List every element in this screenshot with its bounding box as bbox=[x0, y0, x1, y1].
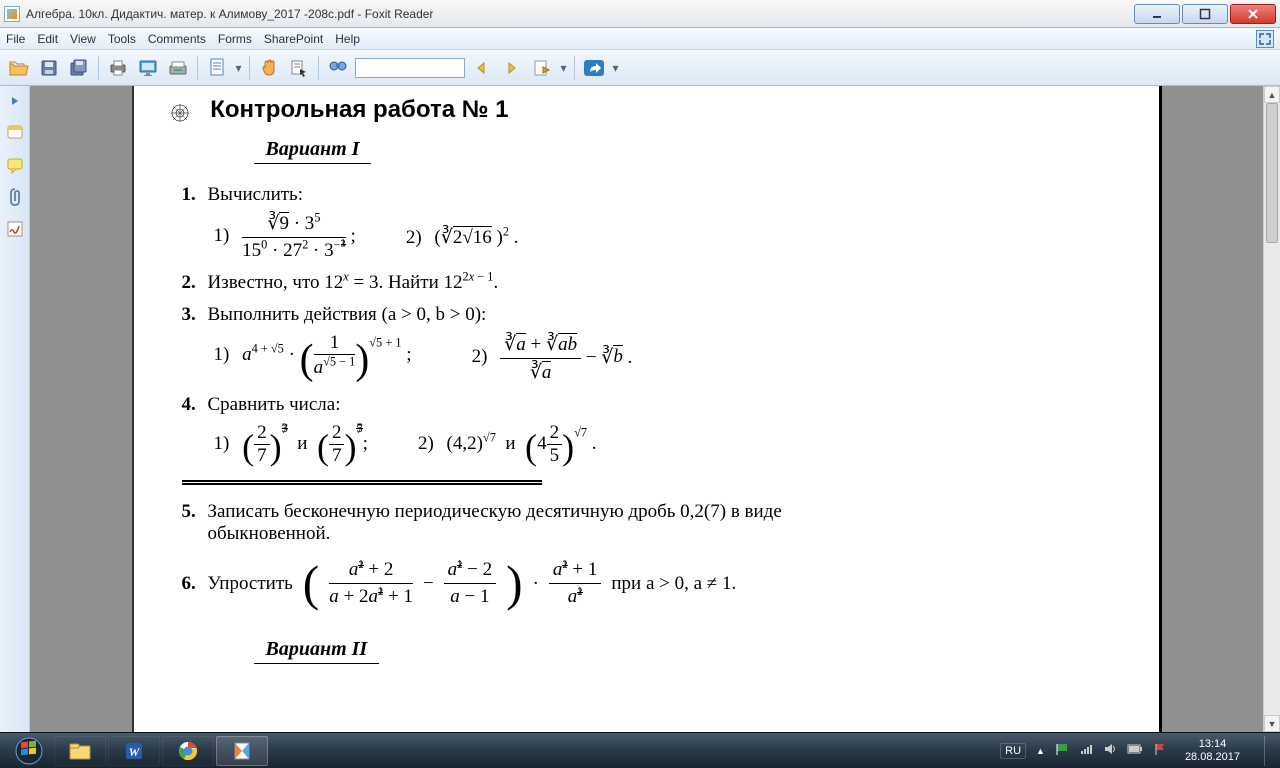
maximize-button[interactable] bbox=[1182, 4, 1228, 24]
menu-sharepoint[interactable]: SharePoint bbox=[264, 32, 323, 46]
scroll-track[interactable] bbox=[1264, 103, 1280, 715]
title-bar: Алгебра. 10кл. Дидактич. матер. к Алимов… bbox=[0, 0, 1280, 28]
tray-flag-icon[interactable] bbox=[1055, 742, 1069, 759]
bookmarks-icon[interactable] bbox=[4, 122, 26, 144]
task-3: 3.Выполнить действия (a > 0, b > 0): bbox=[182, 304, 1129, 326]
vertical-scrollbar[interactable]: ▲ ▼ bbox=[1263, 86, 1280, 732]
doc-button[interactable] bbox=[204, 55, 230, 81]
hand-tool-button[interactable] bbox=[256, 55, 282, 81]
side-panel bbox=[0, 86, 30, 732]
taskbar-app-chrome[interactable] bbox=[162, 736, 214, 766]
monitor-button[interactable] bbox=[135, 55, 161, 81]
document-pane[interactable]: Контрольная работа № 1 Вариант I 1.Вычис… bbox=[30, 86, 1263, 732]
window-title: Алгебра. 10кл. Дидактич. матер. к Алимов… bbox=[26, 7, 1132, 21]
task-4: 4.Сравнить числа: bbox=[182, 394, 1129, 416]
task-1: 1.Вычислить: bbox=[182, 184, 1129, 206]
signatures-icon[interactable] bbox=[4, 218, 26, 240]
close-button[interactable] bbox=[1230, 4, 1276, 24]
task-6: 6. Упростить ( a12 + 2 a + 2a12 + 1 − a1… bbox=[182, 555, 1129, 612]
save-button[interactable] bbox=[36, 55, 62, 81]
system-tray: RU ▲ 13:14 28.08.2017 bbox=[1000, 736, 1274, 766]
page-title: Контрольная работа № 1 bbox=[210, 96, 508, 123]
clock[interactable]: 13:14 28.08.2017 bbox=[1177, 738, 1248, 763]
menu-help[interactable]: Help bbox=[335, 32, 360, 46]
clock-date: 28.08.2017 bbox=[1185, 751, 1240, 764]
task-4-items: 1) (27)37 и (27)57; 2) (4,2)√7 и (425)√7… bbox=[214, 422, 1129, 468]
variant-1-heading: Вариант I bbox=[254, 138, 372, 164]
task-5: 5.Записать бесконечную периодическую дес… bbox=[182, 501, 1129, 545]
open-button[interactable] bbox=[6, 55, 32, 81]
find-advanced-button[interactable] bbox=[529, 55, 555, 81]
select-tool-button[interactable] bbox=[286, 55, 312, 81]
variant-2-heading: Вариант II bbox=[254, 638, 380, 664]
share-button[interactable] bbox=[581, 55, 607, 81]
task-1-items: 1) ∛9 · 35 150 · 272 · 3−13 ; 2) (∛2√16 … bbox=[214, 212, 1129, 262]
scroll-down-button[interactable]: ▼ bbox=[1264, 715, 1280, 732]
nav-arrow-icon[interactable] bbox=[4, 90, 26, 112]
tray-sound-icon[interactable] bbox=[1103, 742, 1117, 759]
menu-comments[interactable]: Comments bbox=[148, 32, 206, 46]
toolbar: ▾ ▾ ▾ bbox=[0, 50, 1280, 86]
tray-up-icon[interactable]: ▲ bbox=[1036, 746, 1045, 756]
find-prev-button[interactable] bbox=[469, 55, 495, 81]
clock-time: 13:14 bbox=[1185, 738, 1240, 751]
doc-dropdown[interactable]: ▾ bbox=[234, 61, 243, 75]
share-dropdown[interactable]: ▾ bbox=[611, 61, 620, 75]
save-all-button[interactable] bbox=[66, 55, 92, 81]
menu-tools[interactable]: Tools bbox=[108, 32, 136, 46]
taskbar-app-word[interactable]: W bbox=[108, 736, 160, 766]
comments-icon[interactable] bbox=[4, 154, 26, 176]
task-2: 2. Известно, что 12x = 3. Найти 122x − 1… bbox=[182, 272, 1129, 294]
svg-text:W: W bbox=[129, 745, 141, 759]
ornament-icon bbox=[170, 103, 190, 123]
menu-file[interactable]: File bbox=[6, 32, 25, 46]
window-controls bbox=[1132, 4, 1276, 24]
app-icon bbox=[4, 6, 20, 22]
find-button[interactable] bbox=[325, 55, 351, 81]
fullscreen-icon[interactable] bbox=[1256, 30, 1274, 48]
menu-forms[interactable]: Forms bbox=[218, 32, 252, 46]
start-button[interactable] bbox=[6, 736, 52, 766]
attachments-icon[interactable] bbox=[4, 186, 26, 208]
work-area: Контрольная работа № 1 Вариант I 1.Вычис… bbox=[0, 86, 1280, 732]
tray-power-icon[interactable] bbox=[1127, 744, 1143, 757]
taskbar-app-explorer[interactable] bbox=[54, 736, 106, 766]
taskbar: W RU ▲ 13:14 28.08.2017 bbox=[0, 732, 1280, 768]
menu-edit[interactable]: Edit bbox=[37, 32, 58, 46]
tray-network-icon[interactable] bbox=[1079, 742, 1093, 759]
find-next-button[interactable] bbox=[499, 55, 525, 81]
scroll-up-button[interactable]: ▲ bbox=[1264, 86, 1280, 103]
taskbar-app-foxit[interactable] bbox=[216, 736, 268, 766]
show-desktop-button[interactable] bbox=[1264, 736, 1274, 766]
menu-view[interactable]: View bbox=[70, 32, 96, 46]
scan-button[interactable] bbox=[165, 55, 191, 81]
menu-bar: File Edit View Tools Comments Forms Shar… bbox=[0, 28, 1280, 50]
find-input[interactable] bbox=[355, 58, 465, 78]
minimize-button[interactable] bbox=[1134, 4, 1180, 24]
language-indicator[interactable]: RU bbox=[1000, 743, 1026, 759]
pdf-page: Контрольная работа № 1 Вариант I 1.Вычис… bbox=[132, 86, 1162, 732]
print-button[interactable] bbox=[105, 55, 131, 81]
find-dropdown[interactable]: ▾ bbox=[559, 61, 568, 75]
task-3-items: 1) a4 + √5 · (1a√5 − 1)√5 + 1 ; 2) ∛a + … bbox=[214, 332, 1129, 384]
double-rule bbox=[182, 480, 542, 485]
scroll-thumb[interactable] bbox=[1266, 103, 1278, 243]
tray-flag2-icon[interactable] bbox=[1153, 742, 1167, 759]
